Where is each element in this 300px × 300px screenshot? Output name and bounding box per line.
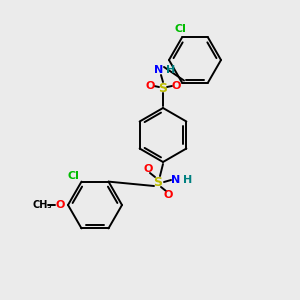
Text: H: H — [167, 65, 176, 75]
Text: Cl: Cl — [174, 25, 186, 34]
Text: CH₃: CH₃ — [32, 200, 52, 210]
Text: N: N — [154, 65, 164, 75]
Text: N: N — [171, 175, 181, 185]
Text: O: O — [163, 190, 173, 200]
Text: S: S — [154, 176, 163, 188]
Text: O: O — [145, 81, 155, 91]
Text: O: O — [143, 164, 153, 174]
Text: O: O — [171, 81, 181, 91]
Text: O: O — [55, 200, 65, 210]
Text: S: S — [158, 82, 167, 94]
Text: H: H — [183, 175, 193, 185]
Text: Cl: Cl — [68, 171, 80, 181]
